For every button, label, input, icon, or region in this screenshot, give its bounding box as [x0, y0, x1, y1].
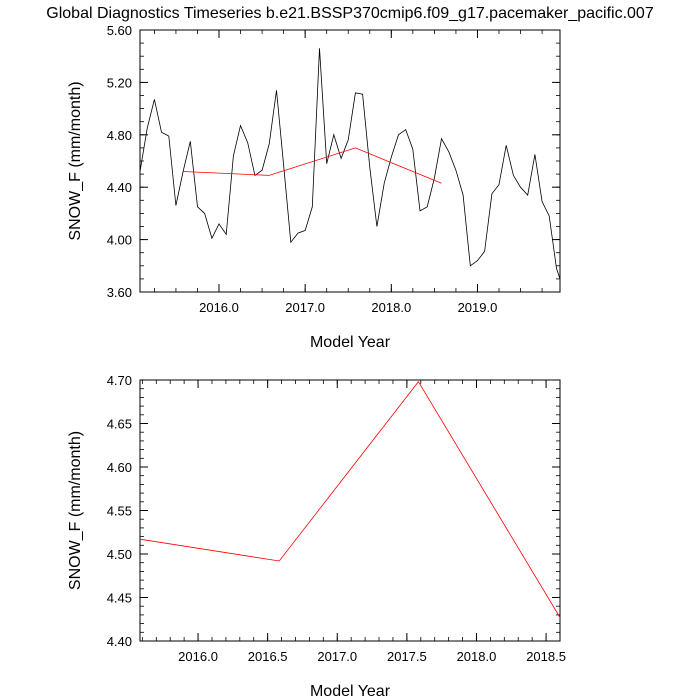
y-tick-label: 4.60	[107, 460, 132, 475]
plot-frame	[139, 379, 561, 642]
x-axis-label: Model Year	[310, 334, 391, 351]
y-axis-label: SNOW_F (mm/month)	[67, 81, 84, 240]
series-line-annual-mean	[183, 147, 442, 184]
y-tick-label: 4.40	[107, 634, 132, 649]
y-tick-label: 4.80	[107, 128, 132, 143]
y-tick-label: 4.50	[107, 547, 132, 562]
y-tick-label: 4.00	[107, 233, 132, 248]
y-tick-label: 4.55	[107, 504, 132, 519]
x-tick-label: 2018.0	[371, 300, 411, 315]
x-tick-label: 2017.5	[387, 649, 427, 664]
x-tick-label: 2016.0	[178, 649, 218, 664]
y-axis-label: SNOW_F (mm/month)	[67, 431, 84, 590]
x-tick-label: 2019.0	[458, 300, 498, 315]
x-tick-label: 2017.0	[317, 649, 357, 664]
x-tick-label: 2016.5	[248, 649, 288, 664]
x-tick-label: 2017.0	[285, 300, 325, 315]
y-tick-label: 5.60	[107, 23, 132, 38]
y-tick-label: 4.65	[107, 417, 132, 432]
y-tick-label: 4.40	[107, 180, 132, 195]
series-line-annual-mean	[139, 380, 561, 618]
x-tick-label: 2018.0	[457, 649, 497, 664]
bottom-panel: 2016.0 2016.5 2017.0 2017.5 2018.0 2018.5 4.40…	[67, 373, 566, 700]
y-tick-label: 4.70	[107, 373, 132, 388]
y-tick-label: 4.45	[107, 591, 132, 606]
x-tick-label: 2018.5	[526, 649, 566, 664]
y-tick-label: 5.20	[107, 75, 132, 90]
x-axis-label: Model Year	[310, 683, 391, 700]
top-panel: 2016.0 2017.0 2018.0 2019.0 3.60 4.00 4.40 4.80…	[67, 23, 561, 351]
series-line-monthly	[139, 48, 561, 280]
plot-frame	[139, 29, 561, 293]
x-tick-label: 2016.0	[199, 300, 239, 315]
y-tick-label: 3.60	[107, 285, 132, 300]
figure-title: Global Diagnostics Timeseries b.e21.BSSP…	[46, 5, 654, 22]
